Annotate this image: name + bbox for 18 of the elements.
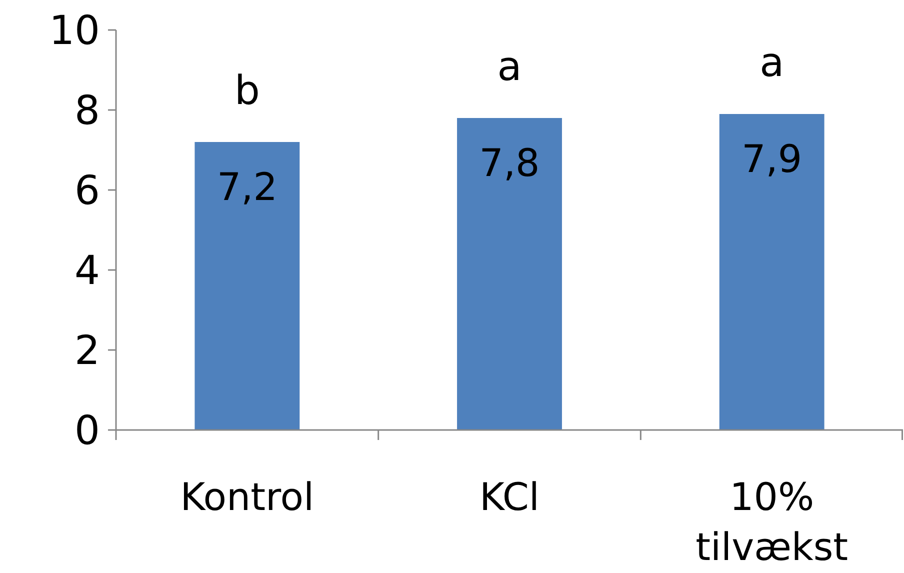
bar (457, 118, 562, 430)
y-tick-label: 0 (74, 408, 100, 454)
x-tick-label: Kontrol (180, 475, 314, 519)
y-tick-label: 10 (49, 8, 100, 54)
annotation: a (760, 40, 784, 86)
x-tick-label: KCl (480, 475, 540, 519)
data-label: 7,8 (479, 141, 540, 185)
y-tick-label: 2 (74, 328, 100, 374)
annotation: a (497, 44, 522, 90)
y-tick-label: 4 (74, 248, 100, 294)
data-label: 7,2 (216, 165, 278, 209)
x-tick-label: 10% tilvækst (696, 475, 848, 569)
y-tick-label: 8 (74, 88, 100, 134)
data-label: 7,9 (742, 137, 802, 181)
annotation: b (234, 68, 260, 114)
bar (194, 142, 300, 430)
y-tick-label: 6 (74, 168, 100, 214)
bar (719, 114, 824, 430)
